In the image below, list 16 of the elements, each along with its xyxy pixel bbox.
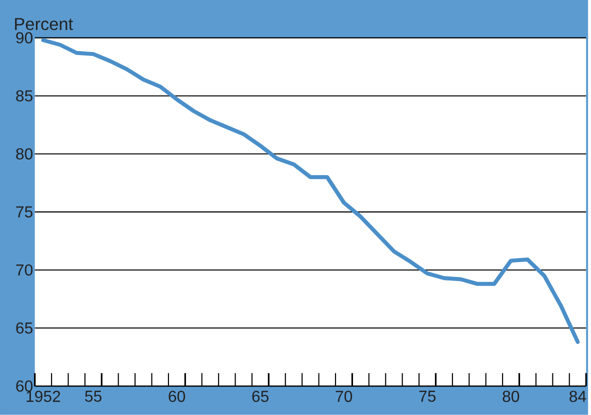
- y-tick-label: 85: [16, 90, 32, 102]
- y-tick-label: 70: [16, 264, 33, 276]
- x-tick-label: 65: [252, 390, 269, 402]
- y-tick-label: 60: [16, 380, 33, 392]
- y-tick-label: 75: [16, 206, 32, 218]
- y-tick-label: 90: [16, 32, 33, 44]
- x-tick-label: 55: [85, 390, 102, 402]
- y-axis-title: Percent: [15, 18, 73, 30]
- x-tick-label: 84: [570, 390, 586, 402]
- y-tick-label: 80: [16, 148, 33, 160]
- x-tick-label: 75: [419, 390, 436, 402]
- x-tick-label: 70: [336, 390, 352, 402]
- x-tick-label: 60: [168, 390, 186, 402]
- x-tick-label: 1952: [26, 390, 60, 402]
- y-tick-label: 65: [16, 322, 32, 334]
- x-tick-label: 80: [502, 390, 520, 402]
